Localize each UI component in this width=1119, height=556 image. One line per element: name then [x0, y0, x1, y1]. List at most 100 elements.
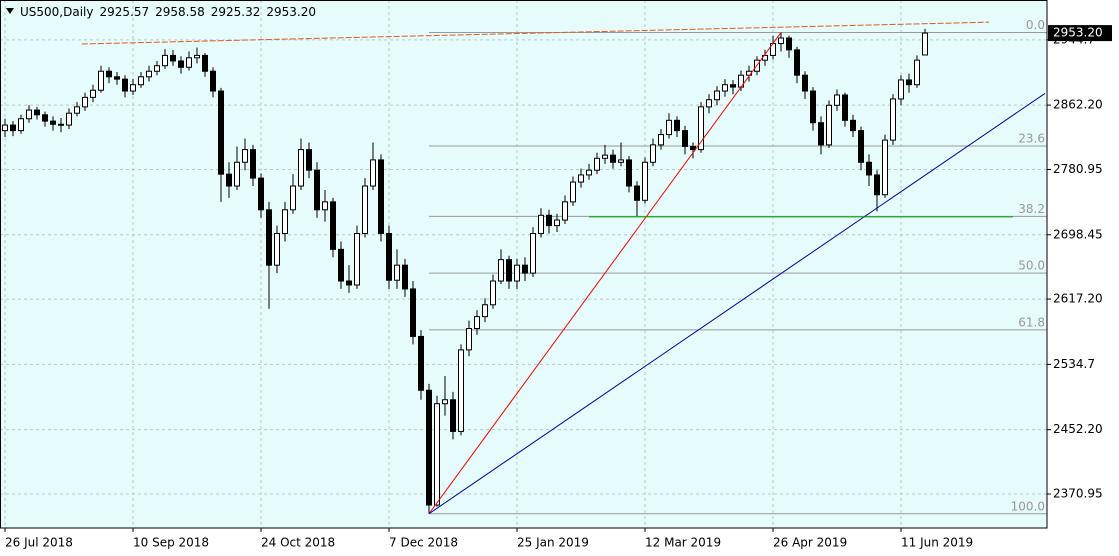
header: US500,Daily 2925.57 2958.58 2925.32 2953.20 — [20, 5, 316, 19]
candle-body — [898, 79, 904, 100]
candle-body — [914, 59, 920, 86]
trend-line — [81, 21, 990, 45]
candle-body — [402, 264, 408, 290]
candle-body — [874, 174, 880, 196]
candle-body — [234, 161, 240, 187]
candle-body — [66, 112, 72, 126]
candle-body — [578, 174, 584, 183]
candle-body — [122, 78, 128, 92]
price-box — [1048, 25, 1112, 42]
y-tick-label: 2780.95 — [1053, 162, 1103, 176]
candle-body — [114, 76, 120, 80]
candle-body — [170, 54, 176, 62]
header-ohlc: 2953.20 — [266, 5, 316, 19]
candle-body — [522, 264, 528, 274]
candle-body — [98, 70, 104, 91]
candle-body — [458, 349, 464, 432]
candle-body — [786, 37, 792, 51]
y-tick-label: 2617.20 — [1053, 292, 1103, 306]
x-tick-label: 7 Dec 2018 — [389, 536, 458, 550]
candle-body — [498, 259, 504, 282]
candle-body — [434, 403, 440, 506]
candle-body — [890, 98, 896, 141]
candle-body — [466, 328, 472, 351]
candle-body — [714, 90, 720, 101]
candle-body — [474, 316, 480, 330]
candle-body — [778, 37, 784, 45]
candle-body — [346, 280, 352, 286]
candle-body — [186, 57, 192, 68]
x-tick-label: 26 Apr 2019 — [773, 536, 847, 550]
candle-body — [426, 389, 432, 506]
candle-body — [818, 122, 824, 146]
candle-body — [826, 104, 832, 146]
candle-body — [842, 94, 848, 121]
candle-body — [178, 60, 184, 68]
x-tick-label: 10 Sep 2018 — [133, 536, 209, 550]
candle-body — [586, 169, 592, 176]
candle-body — [290, 185, 296, 211]
fib-label: 0.0 — [1026, 18, 1045, 32]
candle-body — [26, 109, 32, 120]
candle-body — [730, 84, 736, 88]
candle-body — [250, 149, 256, 179]
price-box-label: 2953.20 — [1053, 26, 1103, 40]
y-tick-label: 2452.20 — [1053, 422, 1103, 436]
layer: 0.0 23.6 38.2 50.0 61.8 100.0 — [0, 0, 1047, 528]
candle-body — [370, 159, 376, 187]
candle-body — [698, 106, 704, 151]
candle-body — [834, 94, 840, 106]
candle-body — [314, 169, 320, 211]
candle-body — [162, 54, 168, 67]
fib-label: 50.0 — [1018, 259, 1045, 273]
candle-body — [858, 130, 864, 163]
candle-body — [354, 233, 360, 286]
candle-body — [18, 118, 24, 132]
candle-body — [410, 288, 416, 337]
x-tick-label: 26 Jul 2018 — [5, 536, 73, 550]
candle-body — [594, 157, 600, 171]
candle-body — [442, 399, 448, 405]
candle-body — [322, 201, 328, 211]
candle-body — [626, 159, 632, 187]
candle-body — [634, 185, 640, 201]
candle-body — [266, 209, 272, 266]
y-tick-label: 2862.20 — [1053, 98, 1103, 112]
candle-body — [610, 154, 616, 163]
candle-body — [82, 96, 88, 108]
candle-body — [850, 119, 856, 132]
candle-body — [34, 109, 40, 116]
candle-body — [506, 259, 512, 282]
fib-label: 61.8 — [1018, 315, 1045, 329]
candle-body — [922, 32, 928, 56]
candle-body — [674, 119, 680, 132]
candle-body — [562, 201, 568, 221]
x-tick-label: 11 Jun 2019 — [901, 536, 973, 550]
menu-icon[interactable] — [6, 8, 14, 14]
candle-body — [906, 79, 912, 86]
candle-body — [554, 219, 560, 227]
candle-body — [450, 399, 456, 432]
candle-body — [602, 154, 608, 159]
candle-body — [362, 185, 368, 235]
candle-body — [298, 149, 304, 187]
candle-body — [570, 181, 576, 203]
candle-body — [10, 124, 16, 132]
candle-body — [274, 233, 280, 266]
candle-body — [202, 54, 208, 72]
y-tick-label: 2534.7 — [1053, 357, 1095, 371]
y-tick-label: 2698.45 — [1053, 227, 1103, 241]
candle-body — [706, 99, 712, 108]
candle-body — [378, 159, 384, 235]
candle-body — [530, 233, 536, 274]
candle-body — [42, 114, 48, 122]
candle-body — [258, 177, 264, 211]
candle-body — [146, 70, 152, 78]
candle-body — [106, 70, 112, 78]
candle-body — [418, 335, 424, 391]
candle-body — [74, 106, 80, 114]
candle-body — [514, 264, 520, 282]
candle-body — [154, 65, 160, 72]
candle-body — [282, 209, 288, 235]
